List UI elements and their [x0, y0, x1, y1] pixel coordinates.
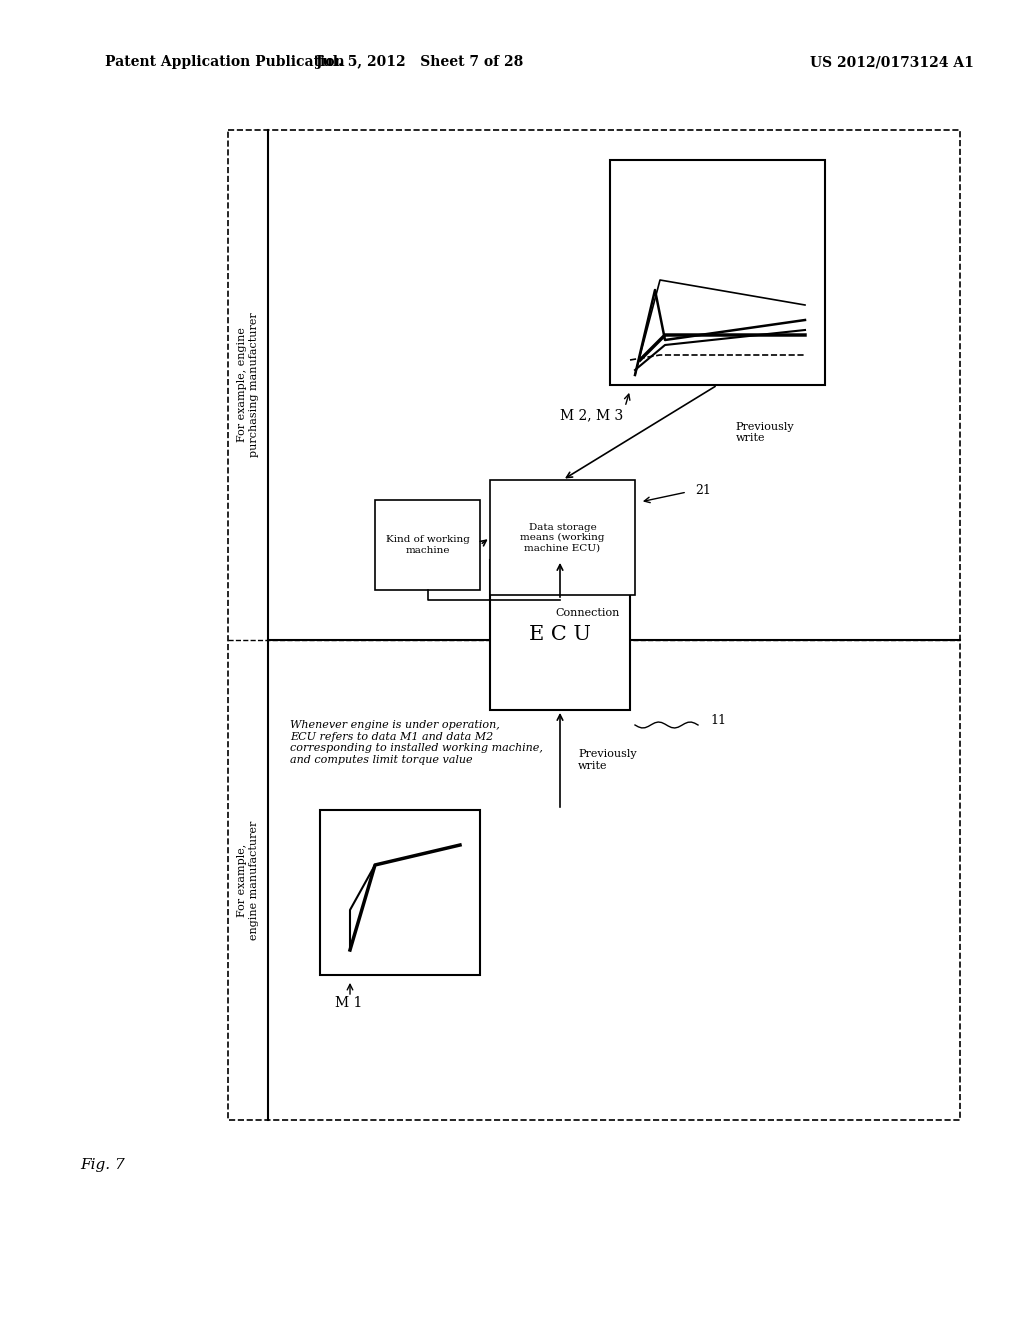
Bar	[228, 129, 961, 1119]
Text: M 1: M 1	[335, 997, 362, 1010]
Text: E C U: E C U	[529, 626, 591, 644]
Text: Whenever engine is under operation,
ECU refers to data M1 and data M2
correspond: Whenever engine is under operation, ECU …	[290, 719, 543, 764]
Text: Data storage
means (working
machine ECU): Data storage means (working machine ECU)	[520, 523, 605, 553]
Text: For example,
engine manufacturer: For example, engine manufacturer	[238, 820, 259, 940]
Text: US 2012/0173124 A1: US 2012/0173124 A1	[810, 55, 974, 69]
Text: Connection: Connection	[555, 609, 620, 618]
Text: Patent Application Publication: Patent Application Publication	[105, 55, 345, 69]
Text: Previously
write: Previously write	[578, 750, 637, 771]
Bar	[375, 500, 480, 590]
Text: M 2, M 3: M 2, M 3	[560, 408, 624, 422]
Bar	[319, 810, 480, 975]
Text: Jul. 5, 2012   Sheet 7 of 28: Jul. 5, 2012 Sheet 7 of 28	[316, 55, 523, 69]
Text: Fig. 7: Fig. 7	[80, 1158, 125, 1172]
Bar	[490, 560, 630, 710]
Text: 21: 21	[695, 483, 711, 496]
Bar	[490, 480, 635, 595]
Bar	[610, 160, 825, 385]
Text: 11: 11	[710, 714, 726, 726]
Text: Previously
write: Previously write	[735, 421, 795, 444]
Text: For example, engine
purchasing manufacturer: For example, engine purchasing manufactu…	[238, 313, 259, 457]
Text: Kind of working
machine: Kind of working machine	[386, 536, 469, 554]
